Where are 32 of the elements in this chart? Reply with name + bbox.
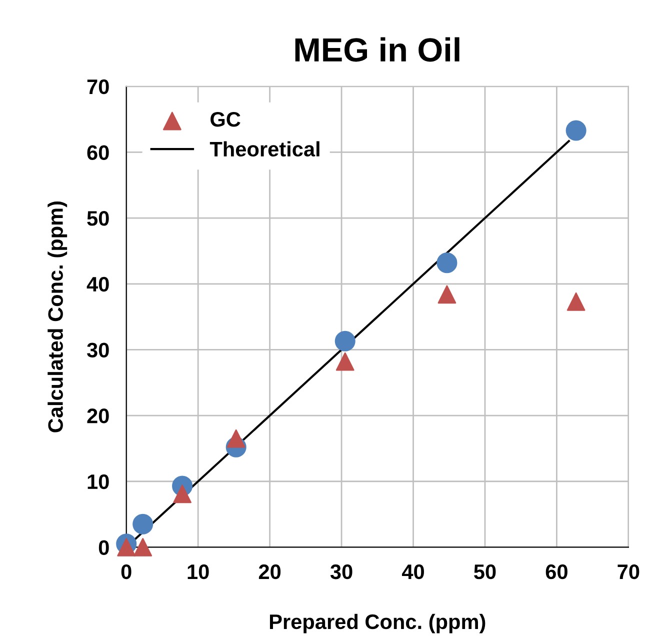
legend-label: Theoretical: [210, 141, 320, 157]
point: [173, 484, 192, 504]
point: [438, 285, 456, 304]
point: [566, 120, 586, 141]
point: [336, 352, 354, 371]
x-tick-label: 0: [121, 564, 132, 580]
point: [334, 330, 356, 352]
x-tick-label: 40: [402, 564, 424, 580]
y-axis-title: Calculated Conc. (ppm): [48, 202, 68, 432]
y-tick-label: 20: [87, 408, 109, 424]
y-tick-label: 30: [86, 342, 109, 358]
x-tick-label: 60: [546, 564, 568, 580]
y-tick-label: 10: [88, 474, 109, 490]
point: [226, 429, 246, 448]
y-tick-label: 0: [98, 540, 109, 555]
y-tick-label: 50: [87, 211, 109, 226]
x-tick-label: 20: [258, 564, 281, 580]
chart-title: MEG in Oil: [295, 37, 460, 62]
x-tick-label: 70: [618, 564, 640, 580]
x-tick-label: 30: [330, 564, 352, 580]
x-tick-label: 50: [474, 564, 496, 580]
x-axis-title: Prepared Conc. (ppm): [270, 614, 486, 634]
legend-label: GC: [210, 112, 240, 127]
point: [566, 292, 586, 311]
point: [117, 538, 136, 556]
x-tick-label: 10: [188, 564, 209, 580]
point: [132, 514, 154, 534]
y-tick-label: 40: [86, 276, 109, 292]
point: [436, 252, 458, 274]
y-tick-label: 70: [87, 79, 109, 94]
y-tick-label: 60: [87, 145, 109, 160]
point: [134, 538, 152, 556]
